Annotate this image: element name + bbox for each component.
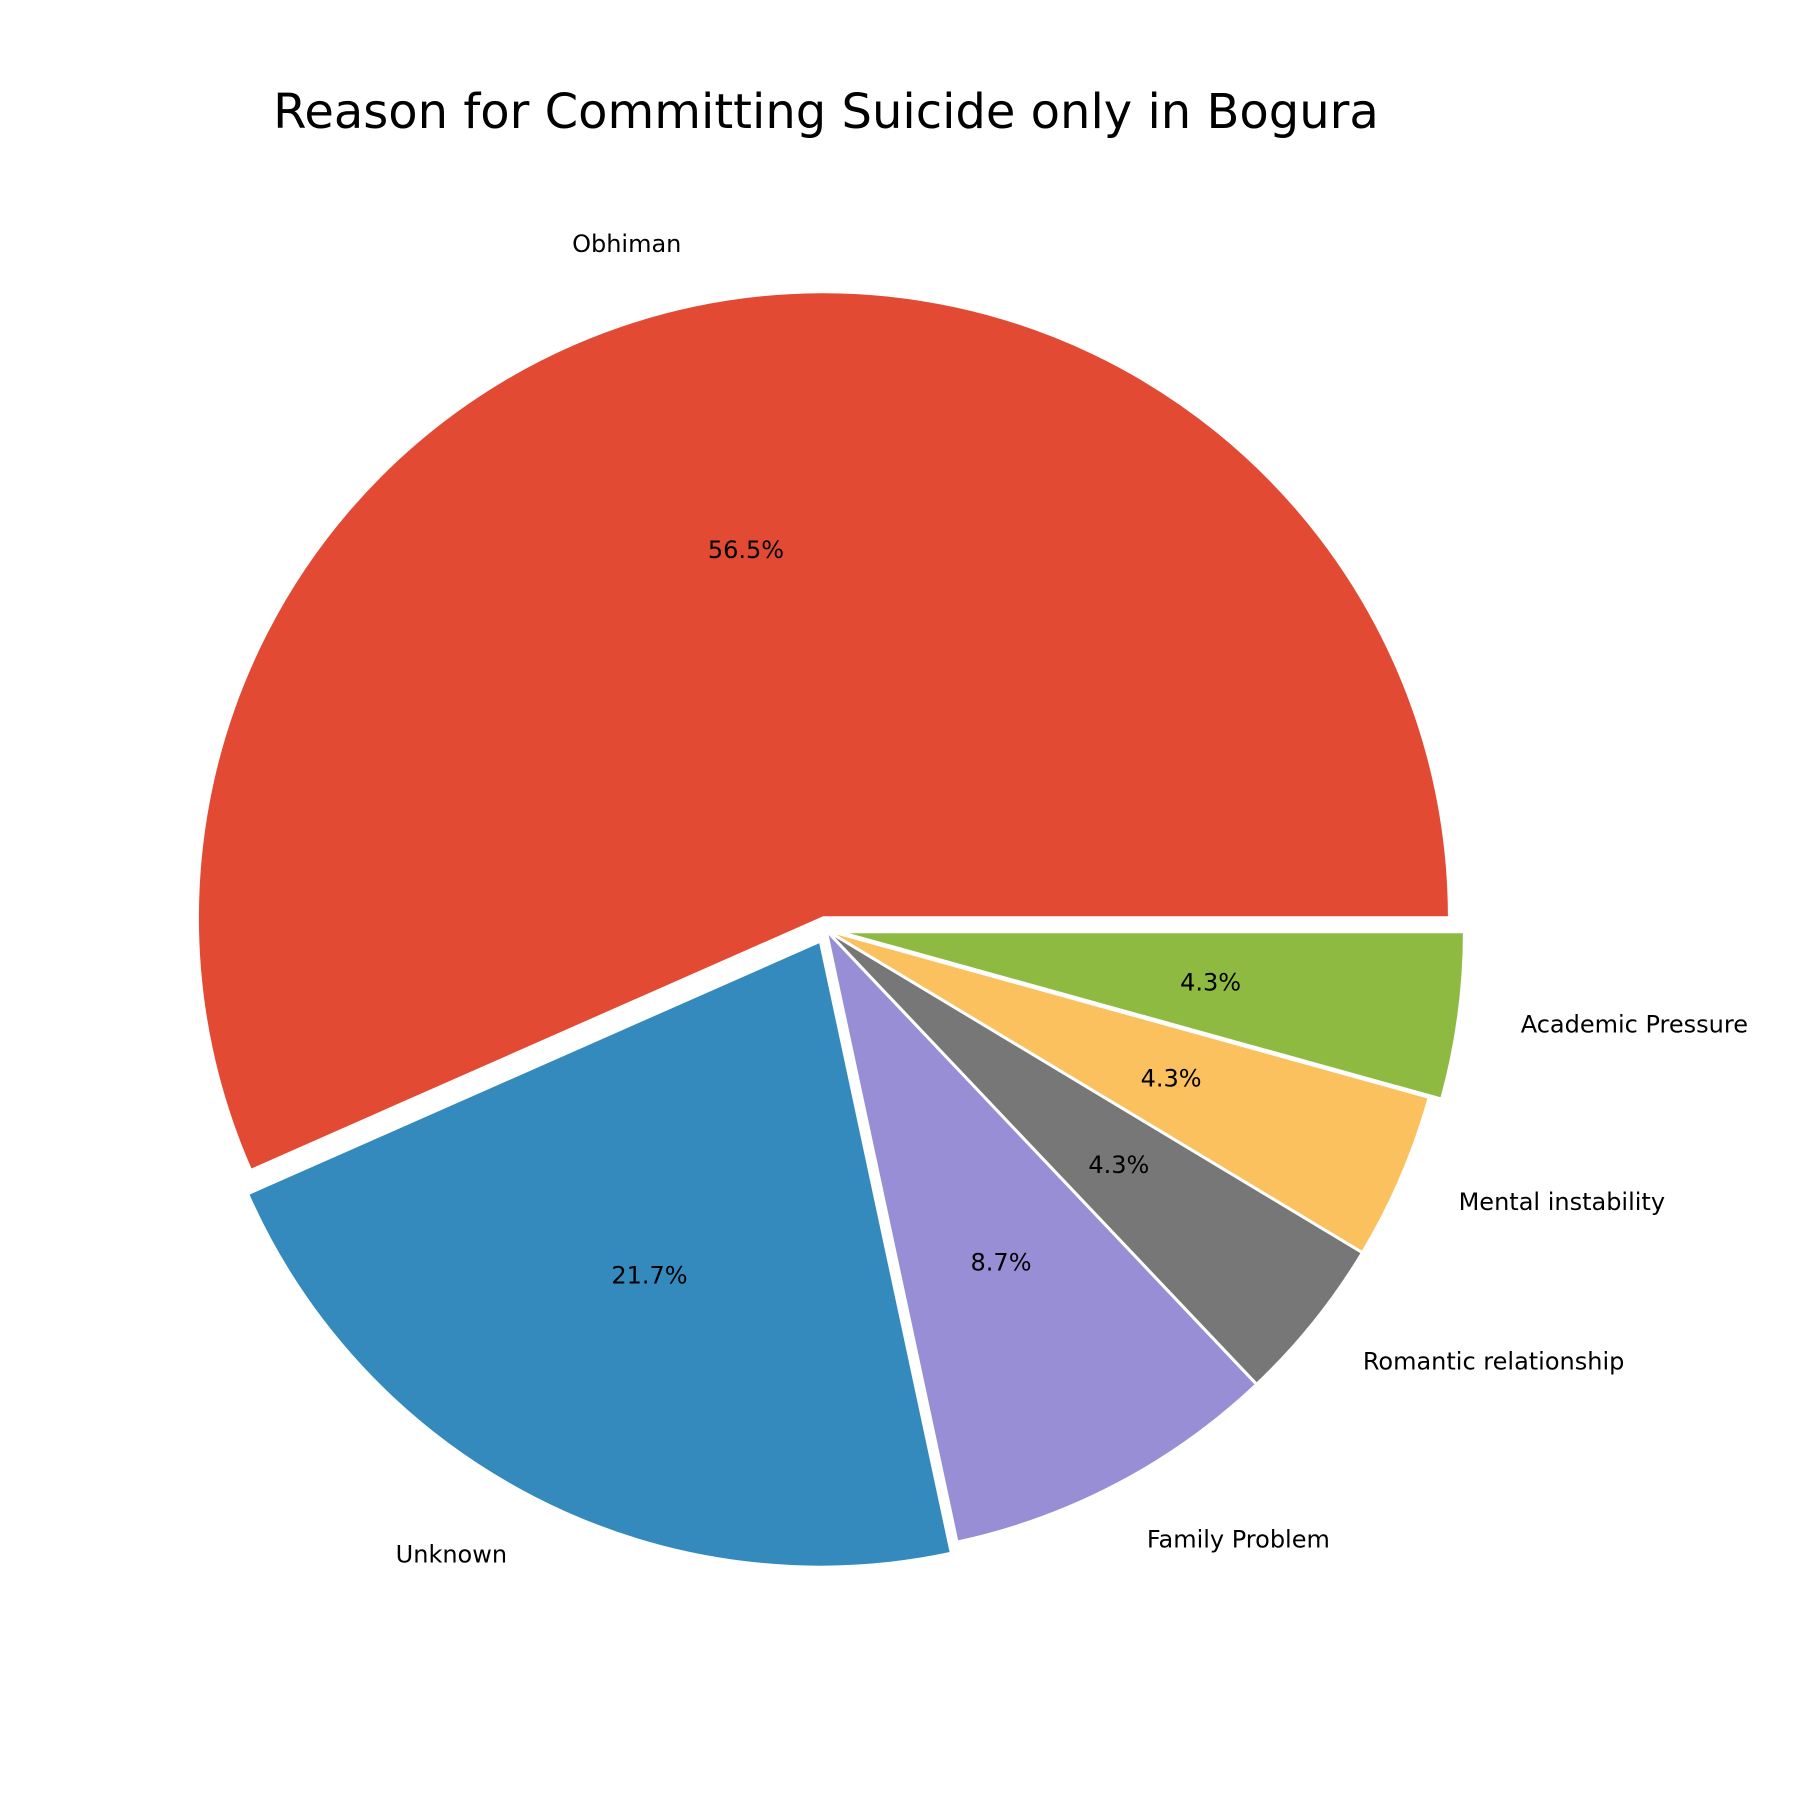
slice-label-mental-instability: Mental instability	[1459, 1188, 1665, 1216]
pct-label-romantic-relationship: 4.3%	[1088, 1151, 1149, 1179]
pie-slice-family-problem	[824, 928, 1259, 1544]
pie-slice-romantic-relationship	[824, 928, 1364, 1386]
pct-label-family-problem: 8.7%	[971, 1248, 1032, 1276]
pie-slice-mental-instability	[824, 928, 1431, 1255]
pie-slices	[196, 290, 1466, 1569]
pie-slice-unknown	[246, 939, 953, 1569]
chart-title: Reason for Committing Suicide only in Bo…	[273, 84, 1379, 140]
pie-labels: Obhiman 56.5% Unknown 21.7% Family Problem 8.…	[396, 230, 1748, 1568]
pct-label-academic-pressure: 4.3%	[1180, 968, 1241, 996]
slice-label-obhiman: Obhiman	[572, 230, 681, 258]
slice-label-unknown: Unknown	[396, 1540, 507, 1568]
pct-label-mental-instability: 4.3%	[1141, 1064, 1202, 1092]
pie-slice-academic-pressure	[836, 930, 1466, 1101]
slice-label-romantic-relationship: Romantic relationship	[1363, 1347, 1625, 1375]
pie-slice-obhiman	[196, 290, 1451, 1172]
pct-label-obhiman: 56.5%	[708, 536, 784, 564]
slice-label-academic-pressure: Academic Pressure	[1521, 1011, 1748, 1039]
slice-label-family-problem: Family Problem	[1147, 1525, 1330, 1553]
pct-label-unknown: 21.7%	[611, 1262, 687, 1290]
